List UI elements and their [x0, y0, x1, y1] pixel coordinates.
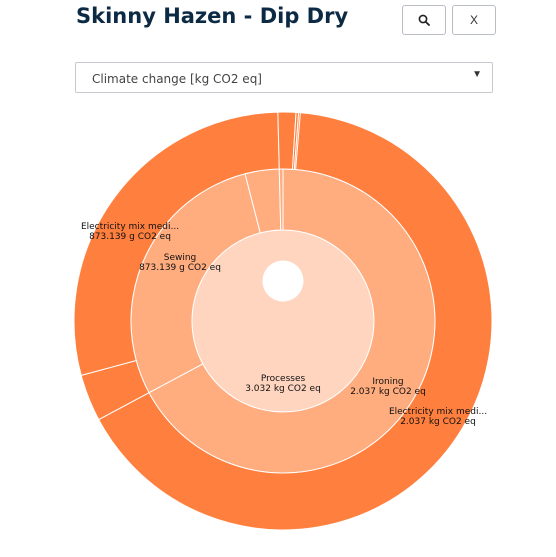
sunburst-label-value-2-0: 2.037 kg CO2 eq — [400, 417, 476, 427]
sunburst-label-name-1-0: Ironing — [372, 377, 403, 387]
close-button[interactable]: X — [452, 5, 496, 35]
sunburst-label-name-0-0: Processes — [261, 374, 306, 384]
sunburst-segment-r2-0[interactable] — [98, 111, 493, 531]
search-icon — [418, 14, 430, 26]
sunburst-segment-r2-2[interactable] — [73, 111, 280, 376]
sunburst-label-value-1-0: 2.037 kg CO2 eq — [350, 387, 426, 397]
sunburst-segment-r2-5[interactable] — [293, 112, 301, 171]
sunburst-label-value-2-2: 873.139 g CO2 eq — [89, 232, 171, 242]
sunburst-label-value-0-0: 3.032 kg CO2 eq — [245, 384, 321, 394]
search-button[interactable] — [402, 5, 446, 35]
sunburst-label-name-2-2: Electricity mix medi... — [81, 222, 179, 232]
indicator-select-value: Climate change [kg CO2 eq] — [92, 72, 262, 86]
chevron-down-icon: ▼ — [472, 69, 482, 80]
close-label: X — [469, 13, 478, 27]
sunburst-label-name-1-1: Sewing — [164, 253, 197, 263]
sunburst-label-value-1-1: 873.139 g CO2 eq — [139, 263, 221, 273]
sunburst-label-name-2-0: Electricity mix medi... — [389, 407, 487, 417]
indicator-select[interactable]: Climate change [kg CO2 eq] ▼ — [75, 62, 493, 93]
page-title: Skinny Hazen - Dip Dry — [76, 4, 349, 28]
